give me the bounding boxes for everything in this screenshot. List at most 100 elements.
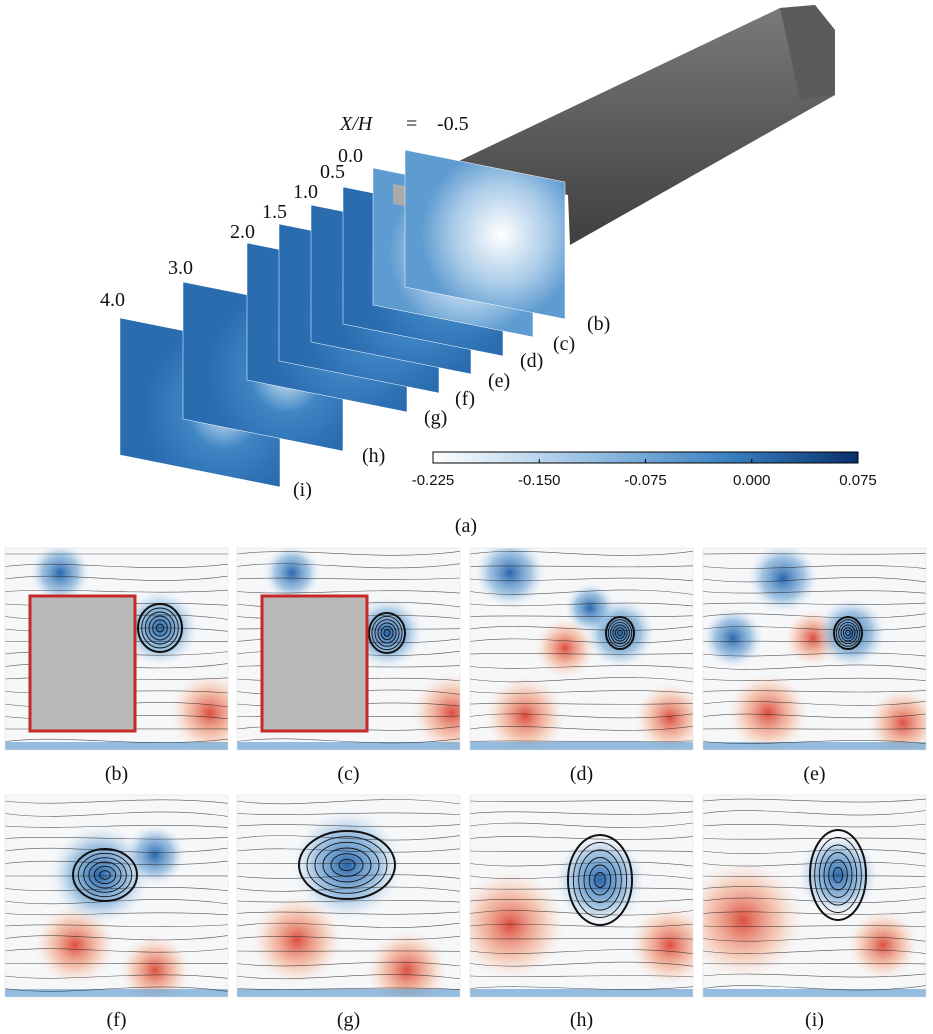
station-value: 1.5 bbox=[262, 201, 287, 223]
streamline bbox=[470, 861, 693, 867]
cylinder-section bbox=[260, 594, 369, 733]
vortex-streamline bbox=[610, 621, 630, 645]
vortex-streamline bbox=[814, 837, 862, 913]
panel-frame bbox=[4, 547, 229, 751]
wall-layer bbox=[5, 742, 228, 750]
streamline bbox=[470, 800, 693, 803]
cylinder-section bbox=[28, 594, 137, 733]
wall-layer bbox=[237, 742, 460, 750]
streamline bbox=[237, 551, 460, 556]
vortex-streamline bbox=[298, 830, 396, 900]
streamline bbox=[5, 924, 228, 927]
vortex-streamline bbox=[155, 623, 165, 633]
vortex-streamline bbox=[148, 615, 172, 641]
vortex-streamline bbox=[368, 612, 406, 654]
panel-frame bbox=[4, 794, 229, 998]
vortex-streamline bbox=[374, 619, 400, 647]
streamline bbox=[237, 848, 460, 853]
streamline bbox=[703, 553, 926, 555]
streamline bbox=[703, 590, 926, 594]
streamline bbox=[703, 740, 926, 744]
streamline bbox=[470, 949, 693, 954]
streamline bbox=[237, 936, 460, 940]
streamline bbox=[470, 937, 693, 940]
streamline bbox=[5, 860, 228, 866]
vortex-streamline bbox=[818, 844, 858, 906]
streamline bbox=[237, 812, 460, 815]
station-value: 1.0 bbox=[293, 181, 318, 203]
station-panel: (c) bbox=[553, 333, 575, 355]
streamline bbox=[5, 836, 228, 840]
vortex-streamline bbox=[99, 870, 111, 880]
streamline bbox=[237, 563, 460, 569]
vortex-streamline bbox=[605, 616, 635, 650]
station-value: 0.5 bbox=[320, 161, 345, 183]
streamline bbox=[470, 615, 693, 618]
panel-content bbox=[237, 548, 460, 750]
streamline bbox=[5, 575, 228, 581]
station-panel: (f) bbox=[455, 388, 475, 410]
streamline bbox=[237, 799, 460, 805]
negative-vorticity bbox=[703, 608, 763, 668]
streamline bbox=[703, 798, 926, 803]
streamline bbox=[237, 961, 460, 967]
vortex-streamline bbox=[838, 621, 858, 645]
streamline bbox=[470, 850, 693, 852]
streamline bbox=[5, 912, 228, 916]
vortex-streamline bbox=[338, 858, 356, 872]
panel-caption: (f) bbox=[107, 1009, 127, 1031]
negative-vorticity bbox=[555, 835, 645, 925]
vortex-streamline bbox=[614, 627, 626, 639]
vortex-streamline bbox=[137, 603, 183, 653]
prism-end bbox=[780, 5, 835, 100]
wall-layer bbox=[5, 989, 228, 997]
streamline bbox=[470, 577, 693, 582]
streamline bbox=[703, 936, 926, 942]
vortex-streamline bbox=[583, 857, 617, 903]
vortex-streamline bbox=[322, 847, 372, 883]
streamline bbox=[237, 824, 460, 828]
positive-vorticity bbox=[485, 676, 565, 750]
streamline bbox=[237, 974, 460, 980]
streamline bbox=[703, 664, 926, 670]
vortex-streamline bbox=[607, 619, 633, 647]
vortex-streamline bbox=[588, 864, 612, 896]
vortex-streamline bbox=[835, 619, 861, 647]
panel-caption: (i) bbox=[805, 1009, 824, 1031]
panel-frame bbox=[236, 794, 461, 998]
streamline bbox=[470, 550, 693, 556]
streamline bbox=[470, 638, 693, 644]
flow-panel bbox=[4, 547, 229, 751]
station-value: 2.0 bbox=[230, 221, 255, 243]
streamline bbox=[703, 925, 926, 928]
vortex-streamline bbox=[572, 842, 628, 918]
vortex-streamline bbox=[809, 829, 867, 921]
vortex-streamline bbox=[823, 852, 853, 898]
panel-content bbox=[5, 548, 228, 750]
flow-panel bbox=[236, 547, 461, 751]
vortex-streamline bbox=[330, 853, 364, 877]
flow-panel bbox=[702, 794, 927, 998]
panel-caption: (c) bbox=[337, 763, 359, 785]
streamline bbox=[703, 911, 926, 915]
panel-content bbox=[237, 795, 460, 997]
streamline bbox=[237, 900, 460, 903]
station-value: 4.0 bbox=[100, 289, 125, 311]
streamline bbox=[237, 886, 460, 892]
positive-vorticity bbox=[728, 673, 808, 750]
vortex-streamline bbox=[77, 852, 133, 898]
vortex-streamline bbox=[594, 872, 606, 888]
caption-a: (a) bbox=[455, 515, 477, 537]
vortex-streamline bbox=[72, 848, 138, 902]
streamline bbox=[470, 602, 693, 607]
vortex-streamline bbox=[842, 627, 854, 639]
streamline bbox=[470, 898, 693, 903]
streamline bbox=[703, 849, 926, 855]
vortex-streamline bbox=[840, 624, 856, 642]
streamline bbox=[470, 726, 693, 731]
streamline bbox=[703, 875, 926, 877]
streamline bbox=[470, 565, 693, 568]
streamline bbox=[703, 886, 926, 890]
vortex-streamline bbox=[306, 836, 388, 894]
positive-vorticity bbox=[252, 895, 342, 985]
